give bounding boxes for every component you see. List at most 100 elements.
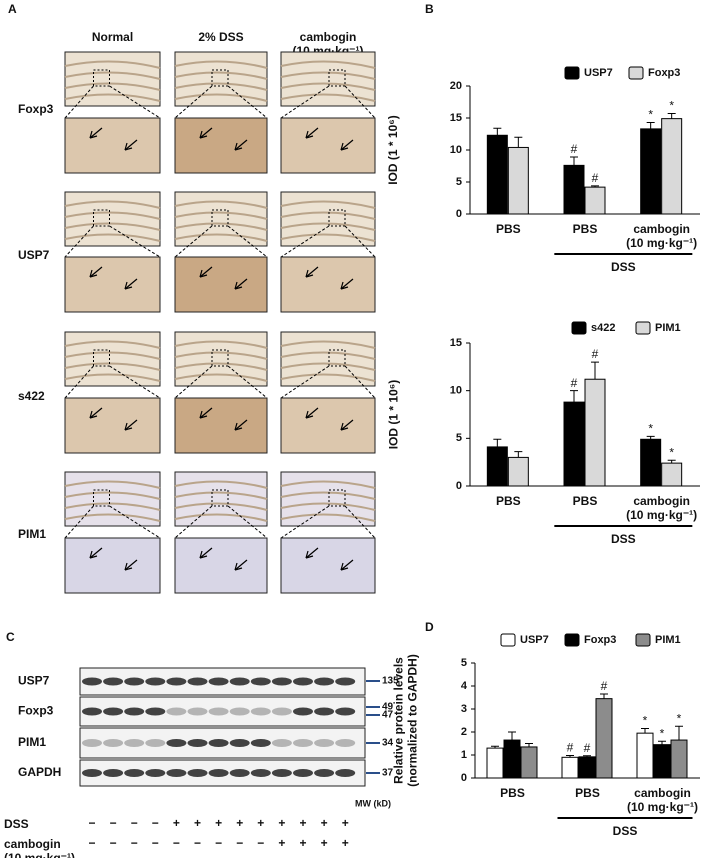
mw-label: 37 xyxy=(382,768,394,779)
arrow-head xyxy=(234,562,243,571)
blot-label: PIM1 xyxy=(18,735,46,749)
blot-band xyxy=(124,769,145,777)
x-tick-label-box: cambogin (10 mg·kg⁻¹) xyxy=(627,786,698,814)
significance-marker: # xyxy=(567,741,574,755)
bar xyxy=(486,446,508,487)
significance-marker: * xyxy=(677,711,682,725)
y-axis-label-box: IOD (1 * 10⁶) xyxy=(386,115,400,185)
bar xyxy=(640,438,662,487)
treatment-label: cambogin (10 mg·kg⁻¹) xyxy=(4,837,76,858)
blot-band xyxy=(271,769,292,777)
blot-label: USP7 xyxy=(18,674,50,688)
tissue-fold xyxy=(64,351,161,360)
significance-marker: * xyxy=(660,726,665,740)
micrograph-high xyxy=(64,117,161,174)
bar xyxy=(520,746,538,779)
micrograph-high xyxy=(280,537,376,594)
mw-unit: MW (kD) xyxy=(355,798,391,808)
x-tick-label-box: PBS xyxy=(575,786,600,800)
significance-marker: * xyxy=(648,422,653,436)
treatment-sign: + xyxy=(257,816,264,830)
legend-label: s422 xyxy=(591,322,615,334)
treatment-sign: + xyxy=(278,836,285,850)
micrograph-high xyxy=(174,117,268,174)
legend-label: Foxp3 xyxy=(648,67,680,79)
micrograph-high xyxy=(280,397,376,454)
blot-band xyxy=(187,677,208,686)
arrow-head xyxy=(234,142,243,151)
bar xyxy=(561,756,579,779)
blot-band xyxy=(82,677,102,686)
arrow xyxy=(89,266,103,278)
error-bar xyxy=(667,113,676,119)
blot-band xyxy=(166,739,187,747)
treatment-sign: − xyxy=(110,816,117,830)
significance-marker: # xyxy=(592,171,599,185)
y-tick-label: 0 xyxy=(456,480,462,492)
arrow xyxy=(199,547,213,559)
column-header-box: Normal xyxy=(92,30,133,44)
arrow-head xyxy=(89,410,98,419)
x-tick-label: PBS xyxy=(500,786,525,800)
tissue-fold xyxy=(64,222,161,231)
tissue-fold xyxy=(64,502,161,511)
zoom-line xyxy=(174,225,213,258)
panel-label: C xyxy=(6,630,15,644)
blot-band xyxy=(250,677,271,686)
treatment-sign: − xyxy=(257,836,264,850)
arrow xyxy=(199,127,213,139)
arrow xyxy=(89,407,103,419)
significance-marker: * xyxy=(648,108,653,122)
micrograph-high xyxy=(64,256,161,313)
zoom-line xyxy=(227,85,268,119)
zoom-line xyxy=(344,505,376,539)
arrow-head xyxy=(234,281,243,290)
significance-marker: # xyxy=(592,347,599,361)
blot-band xyxy=(250,739,271,747)
tissue-fold xyxy=(64,373,161,382)
micrograph-high xyxy=(280,256,376,313)
arrow xyxy=(340,139,354,151)
tissue-fold xyxy=(280,200,376,209)
x-tick-label: PBS xyxy=(572,222,598,236)
error-bar xyxy=(641,728,649,734)
micrograph-high xyxy=(174,397,268,454)
treatment-sign: + xyxy=(342,816,349,830)
treatment-sign: − xyxy=(110,836,117,850)
blot-label: Foxp3 xyxy=(18,704,54,718)
significance-marker: * xyxy=(669,99,674,113)
legend-swatch xyxy=(628,66,644,80)
error-bar xyxy=(591,185,599,188)
zoom-line xyxy=(174,85,213,119)
y-axis-label: IOD (1 * 10⁶) xyxy=(386,379,400,450)
zoom-line xyxy=(227,225,268,258)
bar xyxy=(507,146,529,215)
blot-band xyxy=(208,769,229,777)
arrow xyxy=(124,139,138,151)
blot-band xyxy=(145,739,166,747)
arrow-head xyxy=(305,410,314,419)
y-tick-label: 10 xyxy=(450,385,462,397)
zoom-line xyxy=(280,225,330,258)
tissue-fold xyxy=(64,491,161,500)
legend-label: Foxp3 xyxy=(584,634,616,646)
treatment-sign: − xyxy=(173,836,180,850)
tissue-fold xyxy=(280,362,376,371)
arrow-head xyxy=(199,410,208,419)
tissue-fold xyxy=(64,362,161,371)
error-bar xyxy=(658,740,666,745)
blot-band xyxy=(314,677,335,686)
treatment-sign: + xyxy=(299,836,306,850)
mw-label: 135 xyxy=(382,676,399,687)
tissue-fold xyxy=(280,480,376,489)
blot-band xyxy=(293,739,313,747)
arrow-head xyxy=(234,422,243,431)
zoom-box xyxy=(328,349,346,367)
y-tick-label: 20 xyxy=(450,80,462,92)
x-tick-label-box: PBS xyxy=(572,222,598,236)
tissue-fold xyxy=(64,233,161,242)
blot-band xyxy=(166,707,187,716)
bar xyxy=(636,732,654,779)
y-tick-label: 15 xyxy=(450,112,462,124)
